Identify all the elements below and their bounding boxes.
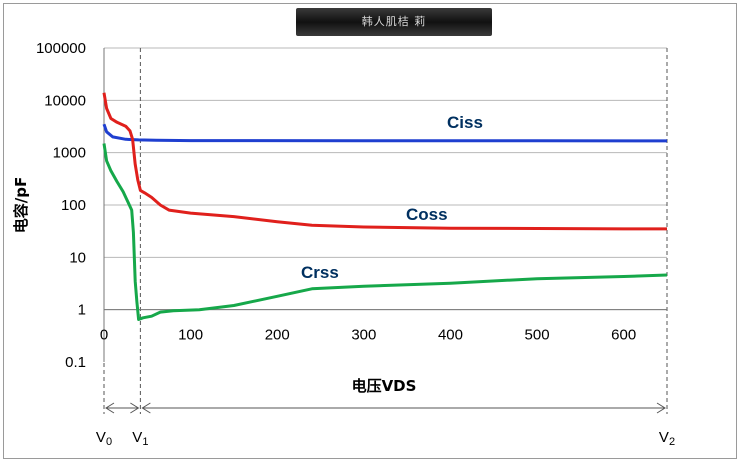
grid-layer [104,47,667,311]
y-tick-label: 1000 [53,145,86,162]
x-tick-label: 0 [100,327,108,344]
marker-letter: V [659,429,669,446]
voltage-markers: V0 V1 V2 [96,402,675,448]
x-tick-label: 600 [611,327,636,344]
y-tick-label: 100 [61,197,86,214]
axes-layer [103,48,668,414]
series-line-crss [102,143,668,321]
x-tick-label: 400 [438,327,463,344]
marker-letter: V [96,429,106,446]
y-axis-title: 电容/pF [12,177,30,233]
y-tick-label: 0.1 [65,354,86,371]
y-tick-label: 10000 [44,92,86,109]
span-v1-v2-arrow-right-head [656,402,666,414]
marker-label-v2: V2 [659,429,675,448]
y-tick-label: 10 [69,249,86,266]
y-tick-label: 100000 [36,40,86,57]
chart-frame [3,3,737,459]
span-v0-v1-arrow-left-head [105,402,115,414]
series-line-coss [102,92,667,231]
marker-subscript: 1 [142,436,148,448]
span-v0-v1-arrow-right-head [130,402,140,414]
x-tick-label: 200 [265,327,290,344]
span-v1-v2-arrow-left-head [141,402,151,414]
x-tick-label: 300 [351,327,376,344]
marker-subscript: 2 [669,436,675,448]
marker-label-v1: V1 [132,429,148,448]
marker-letter: V [132,429,142,446]
marker-subscript: 0 [106,436,112,448]
series-label-crss: Crss [301,263,339,282]
chart-title-banner: 韩人肌桔 莉 [296,8,492,36]
y-tick-label: 1 [78,302,86,319]
x-tick-labels: 0 100 200 300 400 500 600 [100,327,636,344]
series-label-coss: Coss [406,205,448,224]
y-tick-labels: 100000 10000 1000 100 10 1 0.1 [36,40,86,371]
marker-label-v0: V0 [96,429,112,448]
series-line-ciss [102,123,668,143]
series-label-ciss: Ciss [447,113,483,132]
series-labels: Ciss Coss Crss [301,113,483,282]
series-layer [102,92,668,321]
x-tick-label: 500 [525,327,550,344]
x-axis-title: 电压VDS [352,377,417,395]
chart-title: 韩人肌桔 莉 [361,15,427,28]
x-tick-label: 100 [178,327,203,344]
